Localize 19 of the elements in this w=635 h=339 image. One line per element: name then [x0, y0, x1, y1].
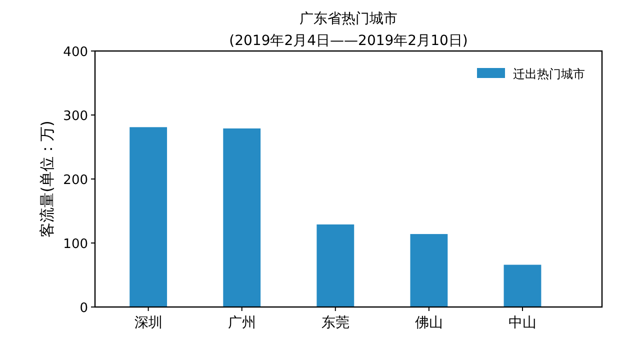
y-axis-title: 客流量(单位：万)	[38, 120, 56, 238]
y-tick-label: 300	[63, 109, 88, 124]
y-tick-label: 100	[63, 237, 88, 252]
bar	[316, 224, 354, 307]
x-tick-label: 深圳	[134, 315, 162, 331]
bar	[223, 128, 261, 307]
y-tick-label: 0	[80, 301, 88, 316]
legend-label: 迁出热门城市	[513, 67, 585, 81]
bar	[130, 127, 168, 307]
x-tick-label: 佛山	[414, 315, 443, 331]
chart-title: 广东省热门城市	[300, 11, 398, 27]
y-tick-label: 200	[63, 173, 88, 188]
x-tick-label: 东莞	[321, 315, 350, 331]
x-tick-label: 中山	[508, 315, 536, 331]
bar	[504, 264, 542, 307]
y-tick-label: 400	[63, 45, 88, 60]
chart-subtitle: (2019年2月4日——2019年2月10日)	[229, 33, 468, 49]
bar	[410, 234, 448, 307]
x-tick-label: 广州	[228, 315, 256, 331]
